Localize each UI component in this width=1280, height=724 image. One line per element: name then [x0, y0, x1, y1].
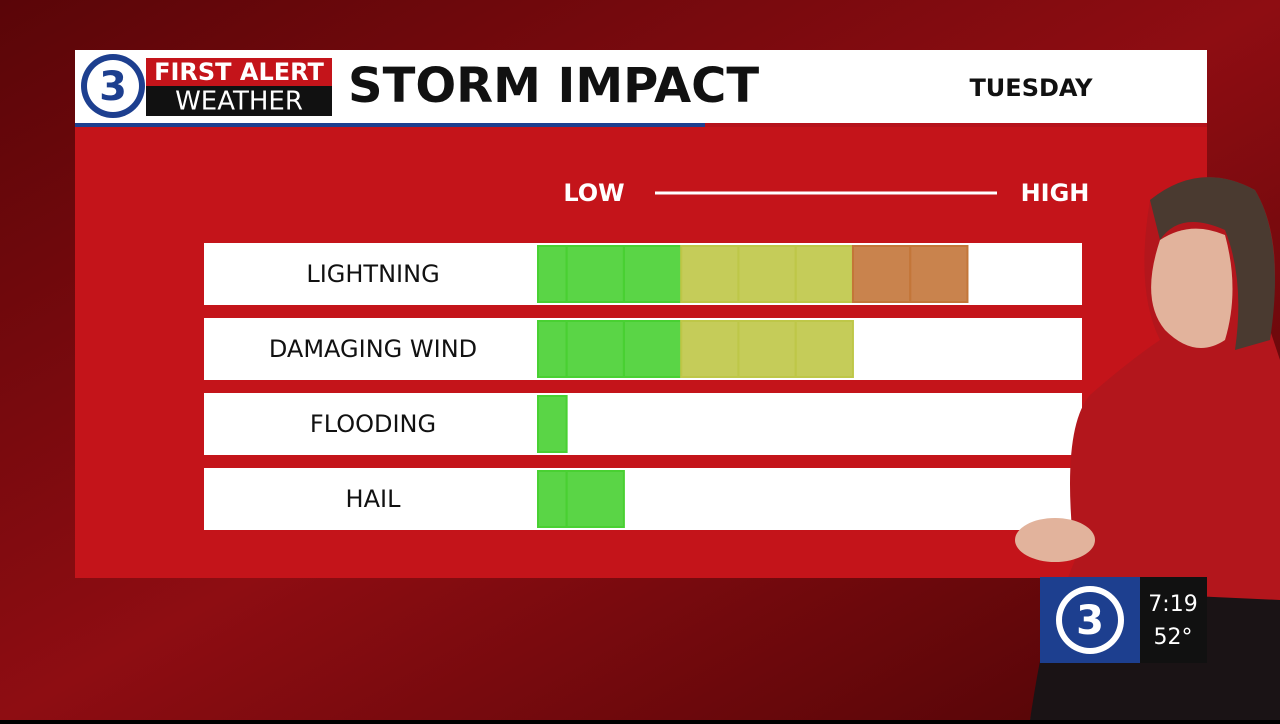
impact-bar [537, 470, 625, 528]
logo-black [146, 86, 332, 116]
logo-red [146, 58, 332, 86]
impact-segment [909, 245, 969, 303]
row-label: FLOODING [310, 410, 436, 438]
logo-number: 3 [99, 64, 127, 110]
brand-line: FIRST ALERT [154, 58, 324, 86]
impact-segment [622, 320, 683, 378]
impact-segment [680, 245, 740, 303]
impact-segment [537, 395, 568, 453]
impact-segment [565, 470, 625, 528]
impact-segment [680, 320, 740, 378]
row-label: HAIL [346, 485, 402, 513]
scale-low: LOW [563, 179, 624, 207]
row-background [204, 468, 1082, 530]
impact-bar [537, 245, 969, 303]
bug-info-box [1140, 577, 1207, 663]
impact-segment [851, 245, 912, 303]
impact-segment [565, 320, 625, 378]
bug-number: 3 [1076, 598, 1104, 644]
row-label: LIGHTNING [306, 260, 439, 288]
presenter-hair [1150, 177, 1275, 350]
impact-segment [794, 245, 854, 303]
impact-segment [565, 245, 625, 303]
row-label: DAMAGING WIND [269, 335, 477, 363]
rows: LIGHTNING DAMAGING WIND FLOODING HAIL [204, 243, 1082, 530]
impact-segment [537, 470, 568, 528]
scale-high: HIGH [1021, 179, 1090, 207]
header-stripe [705, 123, 1207, 127]
row-background [204, 393, 1082, 455]
impact-bar [537, 320, 854, 378]
brand-line: WEATHER [175, 87, 303, 117]
presenter-face [1151, 228, 1233, 348]
impact-segment [537, 245, 568, 303]
impact-bar [537, 395, 568, 453]
impact-row: LIGHTNING [204, 243, 1082, 305]
impact-segment [794, 320, 854, 378]
station-bug: 3 7:19 52° [1040, 577, 1207, 663]
bug-temperature: 52° [1154, 625, 1193, 650]
header-stripe [75, 123, 705, 127]
impact-row: DAMAGING WIND [204, 318, 1082, 380]
title: STORM IMPACT [348, 58, 759, 114]
logo-ring [87, 60, 139, 112]
bug-logo-ring [1062, 592, 1118, 648]
impact-segment [737, 320, 797, 378]
impact-row: FLOODING [204, 393, 1082, 455]
impact-row: HAIL [204, 468, 1082, 530]
impact-segment [737, 245, 797, 303]
day: TUESDAY [969, 74, 1093, 102]
presenter-hands [1015, 518, 1095, 562]
bug-time: 7:19 [1148, 592, 1197, 617]
impact-segment [537, 320, 568, 378]
logo: 3 FIRST ALERT WEATHER [81, 54, 332, 118]
impact-segment [622, 245, 683, 303]
